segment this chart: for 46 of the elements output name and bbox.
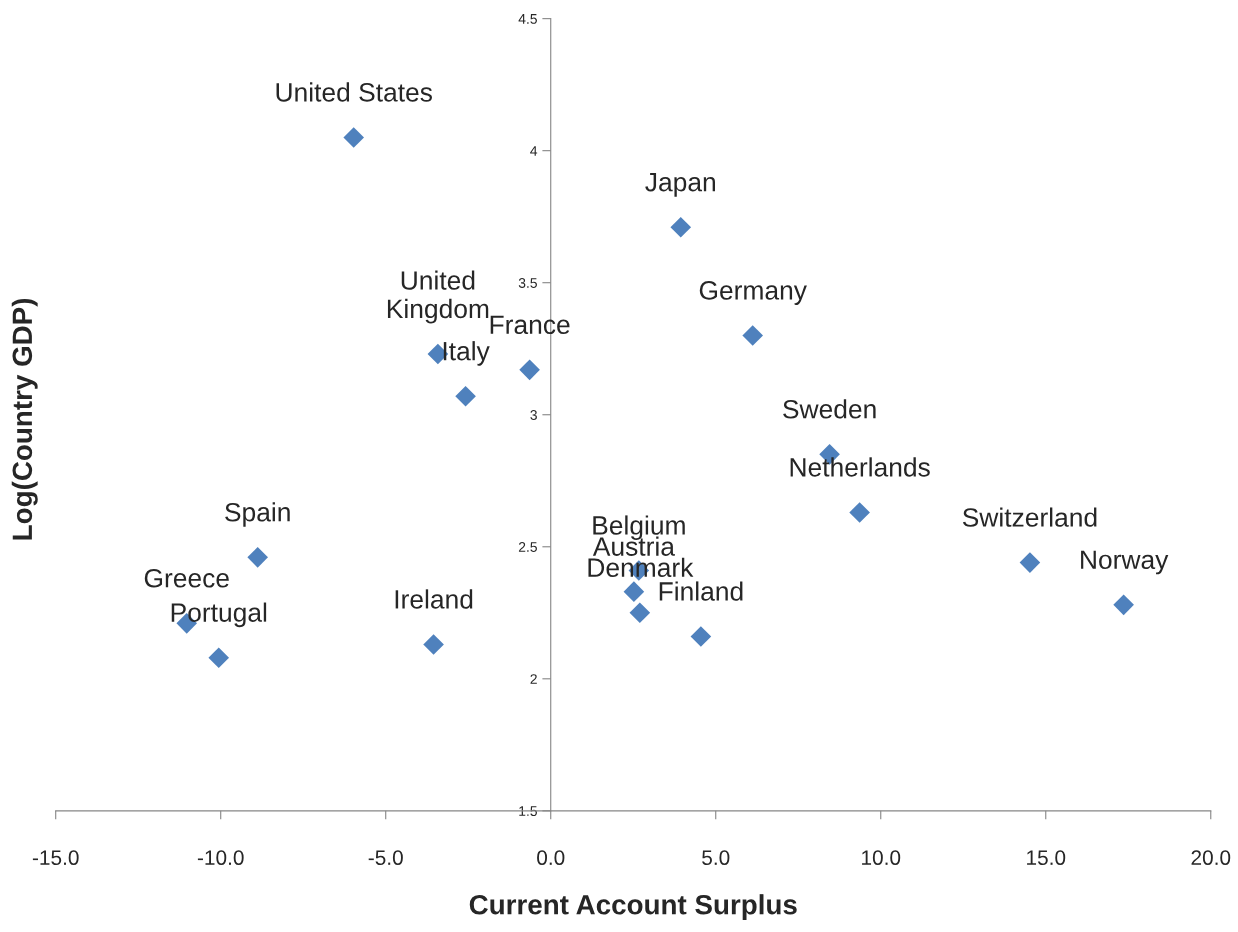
x-tick-label: -5.0 bbox=[368, 850, 403, 866]
point bbox=[742, 325, 763, 346]
point bbox=[623, 581, 645, 602]
x-tick-label: -15.0 bbox=[32, 850, 79, 866]
x-tick-label: 5.0 bbox=[702, 850, 730, 866]
annotation: Switzerland bbox=[962, 507, 1097, 527]
x-tick-label: 20.0 bbox=[1191, 850, 1231, 866]
annotation: Sweden bbox=[783, 399, 876, 419]
annotation: Italy bbox=[443, 341, 490, 366]
point bbox=[343, 127, 365, 148]
annotation: Norway bbox=[1081, 550, 1169, 575]
y-tick-label: 1.5 bbox=[519, 806, 537, 817]
annotation: Greece bbox=[144, 568, 229, 588]
y-tick-label: 2.5 bbox=[518, 542, 537, 552]
y-tick-label: 3 bbox=[530, 410, 537, 420]
annotation: United Kingdom bbox=[387, 270, 489, 324]
annotation: Spain bbox=[225, 502, 290, 527]
x-tick-label: 0.0 bbox=[537, 850, 565, 866]
y-tick-label: 4.5 bbox=[518, 14, 537, 24]
point bbox=[208, 647, 230, 668]
y-tick-label: 4 bbox=[530, 146, 538, 156]
y-tick-label: 2 bbox=[530, 674, 537, 684]
annotation: Finland bbox=[659, 581, 743, 601]
annotation: Germany bbox=[699, 281, 807, 305]
x-tick-label: -10.0 bbox=[197, 850, 244, 866]
x-tick-label: 10.0 bbox=[862, 850, 901, 866]
point bbox=[519, 359, 540, 381]
annotation: Ireland bbox=[395, 589, 473, 609]
annotation: Netherlands bbox=[790, 457, 930, 477]
annotation: France bbox=[490, 315, 570, 335]
point bbox=[849, 502, 870, 523]
point bbox=[690, 626, 712, 647]
point bbox=[670, 216, 692, 238]
x-axis-title: Current Account Surplus bbox=[469, 894, 797, 921]
point bbox=[1113, 594, 1134, 616]
point bbox=[423, 634, 444, 655]
y-axis-title: Log(Country GDP) bbox=[11, 298, 38, 540]
point bbox=[455, 385, 476, 407]
y-tick-label: 3.5 bbox=[518, 278, 537, 288]
annotation: Portugal bbox=[171, 602, 267, 628]
annotation: Japan bbox=[645, 173, 715, 197]
point bbox=[247, 547, 268, 568]
annotation: United States bbox=[276, 82, 432, 102]
point bbox=[629, 602, 651, 624]
x-tick-label: 15.0 bbox=[1027, 850, 1066, 866]
point bbox=[1019, 552, 1041, 573]
